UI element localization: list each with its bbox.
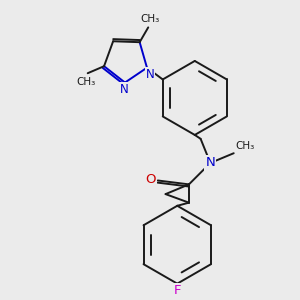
- Text: N: N: [120, 83, 129, 96]
- Text: N: N: [206, 157, 215, 169]
- Text: N: N: [146, 68, 154, 81]
- Text: CH₃: CH₃: [236, 141, 255, 151]
- Text: F: F: [173, 284, 181, 297]
- Text: O: O: [146, 173, 156, 186]
- Text: CH₃: CH₃: [140, 14, 159, 23]
- Text: CH₃: CH₃: [76, 77, 95, 87]
